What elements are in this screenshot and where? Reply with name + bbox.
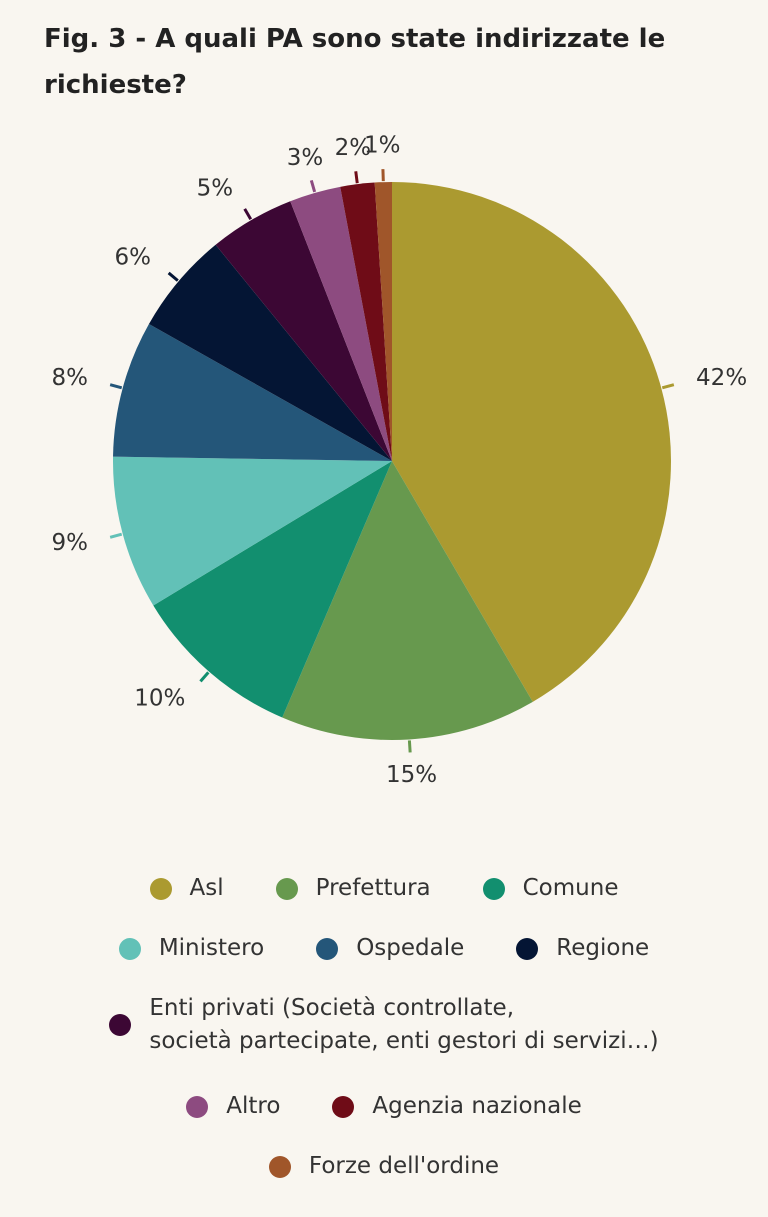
data-label-comune: 10% (134, 685, 185, 711)
data-label-altro: 3% (287, 145, 324, 171)
legend-item-forze-ordine: Forze dell'ordine (268, 1150, 500, 1183)
legend-swatch-comune (482, 877, 505, 900)
legend-item-enti-privati: Enti privati (Società controllate, socie… (109, 992, 659, 1058)
legend-item-comune: Comune (482, 872, 619, 905)
leader-line-ministero (109, 532, 123, 539)
legend-item-regione: Regione (516, 932, 649, 965)
legend-label-altro: Altro (226, 1093, 281, 1119)
pie-slice-asl (392, 182, 671, 702)
chart-title: Fig. 3 - A quali PA sono state indirizza… (44, 24, 666, 100)
legend-item-ospedale: Ospedale (316, 932, 464, 965)
legend-label-agenzia-nazionale: Agenzia nazionale (372, 1093, 582, 1119)
data-label-ospedale: 8% (51, 365, 88, 391)
legend-swatch-enti-privati (109, 1014, 132, 1036)
legend-row-4: Altro Agenzia nazionale (0, 1090, 768, 1123)
legend-swatch-agenzia-nazionale (332, 1095, 355, 1118)
data-label-agenzia-nazionale: 2% (335, 135, 372, 161)
pie-slice-ospedale (113, 324, 392, 461)
data-label-prefettura: 15% (386, 762, 437, 788)
data-label-enti-privati: 5% (197, 176, 234, 202)
data-label-ministero: 9% (51, 530, 88, 556)
legend-label-ospedale: Ospedale (356, 935, 465, 961)
pie-data-labels: 42% 15% 10% 9% 8% 6% 5% 3% 2%1% (51, 133, 747, 788)
legend-row-3: Enti privati (Società controllate, socie… (0, 992, 768, 1058)
legend-row-2: Ministero Ospedale Regione (0, 932, 768, 965)
data-label-forze-dell-ordine: 1% (364, 133, 401, 159)
pie-slice-regione (148, 244, 392, 461)
legend-label-regione: Regione (556, 935, 650, 961)
leader-line-enti-privati (243, 208, 253, 220)
legend-label-ministero: Ministero (158, 935, 265, 961)
legend-label-comune: Comune (522, 875, 619, 901)
pie-slice-ministero (112, 456, 393, 606)
legend-swatch-forze-ordine (268, 1155, 291, 1178)
leader-line-regione (167, 271, 179, 282)
pie-slice-comune (153, 461, 392, 718)
legend-row-5: Forze dell'ordine (0, 1150, 768, 1183)
leader-line-altro (309, 179, 317, 193)
legend-item-ministero: Ministero (118, 932, 265, 965)
legend-label-asl: Asl (189, 875, 224, 901)
legend-swatch-altro (186, 1095, 209, 1118)
data-label-regione: 6% (115, 245, 152, 271)
legend-swatch-ospedale (316, 937, 339, 960)
pie-chart: 42% 15% 10% 9% 8% 6% 5% 3% 2%1% (51, 133, 747, 788)
pie-slices (112, 182, 671, 740)
leader-line-comune (199, 671, 210, 683)
leader-line-prefettura (407, 740, 412, 753)
leader-line-agenzia-nazionale (354, 171, 359, 184)
pie-slice-forze-dell-ordine (374, 182, 392, 461)
legend-label-prefettura: Prefettura (315, 875, 431, 901)
leader-line-ospedale (109, 383, 123, 390)
legend-swatch-asl (149, 877, 172, 900)
pie-slice-altro (290, 186, 392, 461)
legend-item-prefettura: Prefettura (275, 872, 431, 905)
data-label-asl: 42% (696, 365, 747, 391)
legend-label-forze-ordine: Forze dell'ordine (308, 1153, 500, 1179)
legend-swatch-regione (516, 937, 539, 960)
legend-label-enti-privati: Enti privati (Società controllate, socie… (149, 995, 659, 1054)
pie-slice-agenzia-nazionale (340, 182, 392, 462)
legend-row-1: Asl Prefettura Comune (0, 872, 768, 905)
pie-slice-enti-privati (215, 201, 392, 461)
pie-leader-lines (109, 169, 675, 753)
legend-item-altro: Altro (186, 1090, 280, 1123)
legend-item-agenzia-nazionale: Agenzia nazionale (332, 1090, 582, 1123)
legend-swatch-prefettura (275, 877, 298, 900)
legend-item-asl: Asl (149, 872, 224, 905)
legend-swatch-ministero (118, 937, 141, 960)
leader-line-asl (661, 383, 675, 390)
pie-slice-prefettura (282, 461, 533, 740)
